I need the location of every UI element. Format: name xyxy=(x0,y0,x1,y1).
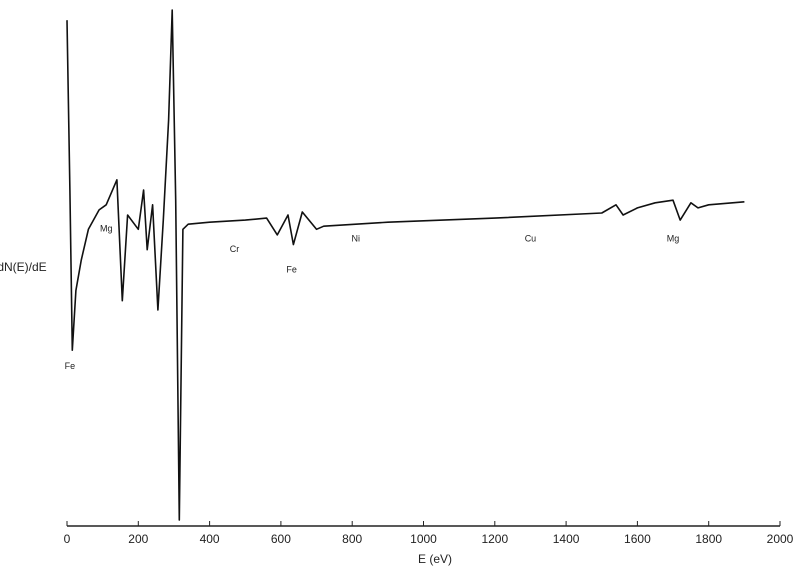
peak-label: Cr xyxy=(230,244,240,254)
peak-label: Mg xyxy=(667,234,680,244)
x-tick-label: 1000 xyxy=(410,532,437,546)
x-tick-label: 800 xyxy=(342,532,362,546)
x-tick-label: 600 xyxy=(271,532,291,546)
x-tick-label: 1600 xyxy=(624,532,651,546)
x-tick-label: 400 xyxy=(200,532,220,546)
x-tick-label: 2000 xyxy=(767,532,793,546)
peak-label: Fe xyxy=(65,361,76,371)
peak-label: Fe xyxy=(286,264,297,274)
peak-label: Cu xyxy=(525,234,537,244)
x-tick-label: 1200 xyxy=(481,532,508,546)
spectrum-line xyxy=(66,9,745,521)
x-tick-label: 200 xyxy=(128,532,148,546)
peak-label: Mg xyxy=(100,223,113,233)
x-tick-label: 0 xyxy=(64,532,71,546)
x-axis-label: E (eV) xyxy=(418,552,452,566)
y-axis-label: dN(E)/dE xyxy=(0,260,47,274)
x-tick-label: 1800 xyxy=(695,532,722,546)
x-tick-label: 1400 xyxy=(553,532,580,546)
peak-label: Ni xyxy=(352,234,361,244)
